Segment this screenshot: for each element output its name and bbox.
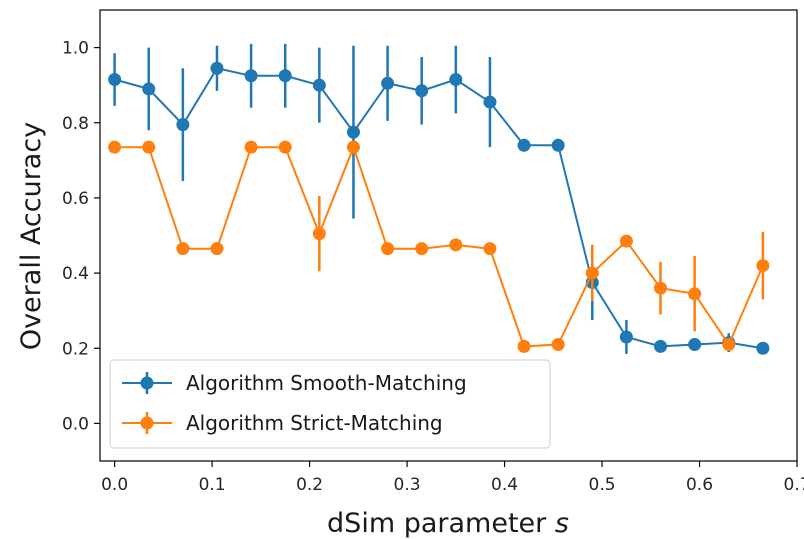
data-point xyxy=(108,73,122,87)
data-point xyxy=(551,138,565,152)
y-tick-label: 0.2 xyxy=(62,339,89,359)
data-point xyxy=(654,339,668,353)
y-tick-label: 0.0 xyxy=(62,414,89,434)
legend-marker xyxy=(140,376,154,390)
data-point xyxy=(210,61,224,75)
data-point xyxy=(244,69,258,83)
x-tick-label: 0.6 xyxy=(686,475,713,495)
data-point xyxy=(142,82,156,96)
data-point xyxy=(415,242,429,256)
data-point xyxy=(312,227,326,241)
data-point xyxy=(517,138,531,152)
data-point xyxy=(346,125,360,139)
x-axis-label-variable: s xyxy=(555,508,569,539)
x-tick-label: 0.2 xyxy=(296,475,323,495)
y-tick-label: 1.0 xyxy=(62,39,89,59)
data-point xyxy=(381,76,395,90)
data-point xyxy=(142,140,156,154)
x-tick-label: 0.3 xyxy=(394,475,421,495)
data-point xyxy=(619,234,633,248)
legend-label: Algorithm Smooth-Matching xyxy=(186,371,467,395)
x-axis-label-text: dSim parameter xyxy=(327,508,547,539)
x-tick-label: 0.0 xyxy=(101,475,128,495)
data-point xyxy=(517,339,531,353)
data-point xyxy=(619,330,633,344)
x-tick-label: 0.4 xyxy=(491,475,518,495)
data-point xyxy=(210,242,224,256)
data-point xyxy=(449,238,463,252)
data-point xyxy=(654,281,668,295)
x-axis-label: dSim parameter s xyxy=(327,508,569,539)
series-1 xyxy=(108,43,770,355)
y-tick-label: 0.8 xyxy=(62,114,89,134)
series-line xyxy=(114,144,764,348)
data-point xyxy=(551,337,565,351)
data-point xyxy=(278,140,292,154)
data-point xyxy=(108,140,122,154)
data-point xyxy=(688,337,702,351)
data-point xyxy=(688,287,702,301)
legend-entries: Algorithm Smooth-Matching Algorithm Stric… xyxy=(122,371,467,435)
data-point xyxy=(483,242,497,256)
data-point xyxy=(244,140,258,154)
data-point xyxy=(756,259,770,273)
series-2 xyxy=(108,140,770,353)
y-tick-label: 0.6 xyxy=(62,189,89,209)
data-point xyxy=(722,337,736,351)
legend-marker xyxy=(140,416,154,430)
data-point xyxy=(381,242,395,256)
y-axis-ticks: 0.0 0.2 0.4 0.6 0.8 1.0 xyxy=(62,39,100,434)
data-point xyxy=(483,95,497,109)
data-point xyxy=(449,73,463,87)
data-point xyxy=(312,78,326,92)
legend-entry: Algorithm Smooth-Matching xyxy=(122,371,467,395)
legend: Algorithm Smooth-Matching Algorithm Stric… xyxy=(109,359,551,449)
data-point xyxy=(756,341,770,355)
data-point xyxy=(176,242,190,256)
y-tick-label: 0.4 xyxy=(62,264,89,284)
data-point xyxy=(415,84,429,98)
legend-entry: Algorithm Strict-Matching xyxy=(122,411,443,435)
data-point xyxy=(176,118,190,132)
data-point xyxy=(585,266,599,280)
legend-label: Algorithm Strict-Matching xyxy=(186,411,443,435)
x-tick-label: 0.1 xyxy=(199,475,226,495)
series-layer xyxy=(108,43,770,355)
x-axis-ticks: 0.0 0.1 0.2 0.3 0.4 0.5 0.6 0.7 xyxy=(101,461,804,495)
x-tick-label: 0.5 xyxy=(589,475,616,495)
y-axis-label: Overall Accuracy xyxy=(16,122,47,350)
data-point xyxy=(278,69,292,83)
legend-box xyxy=(109,359,551,449)
data-point xyxy=(346,140,360,154)
x-tick-label: 0.7 xyxy=(783,475,804,495)
